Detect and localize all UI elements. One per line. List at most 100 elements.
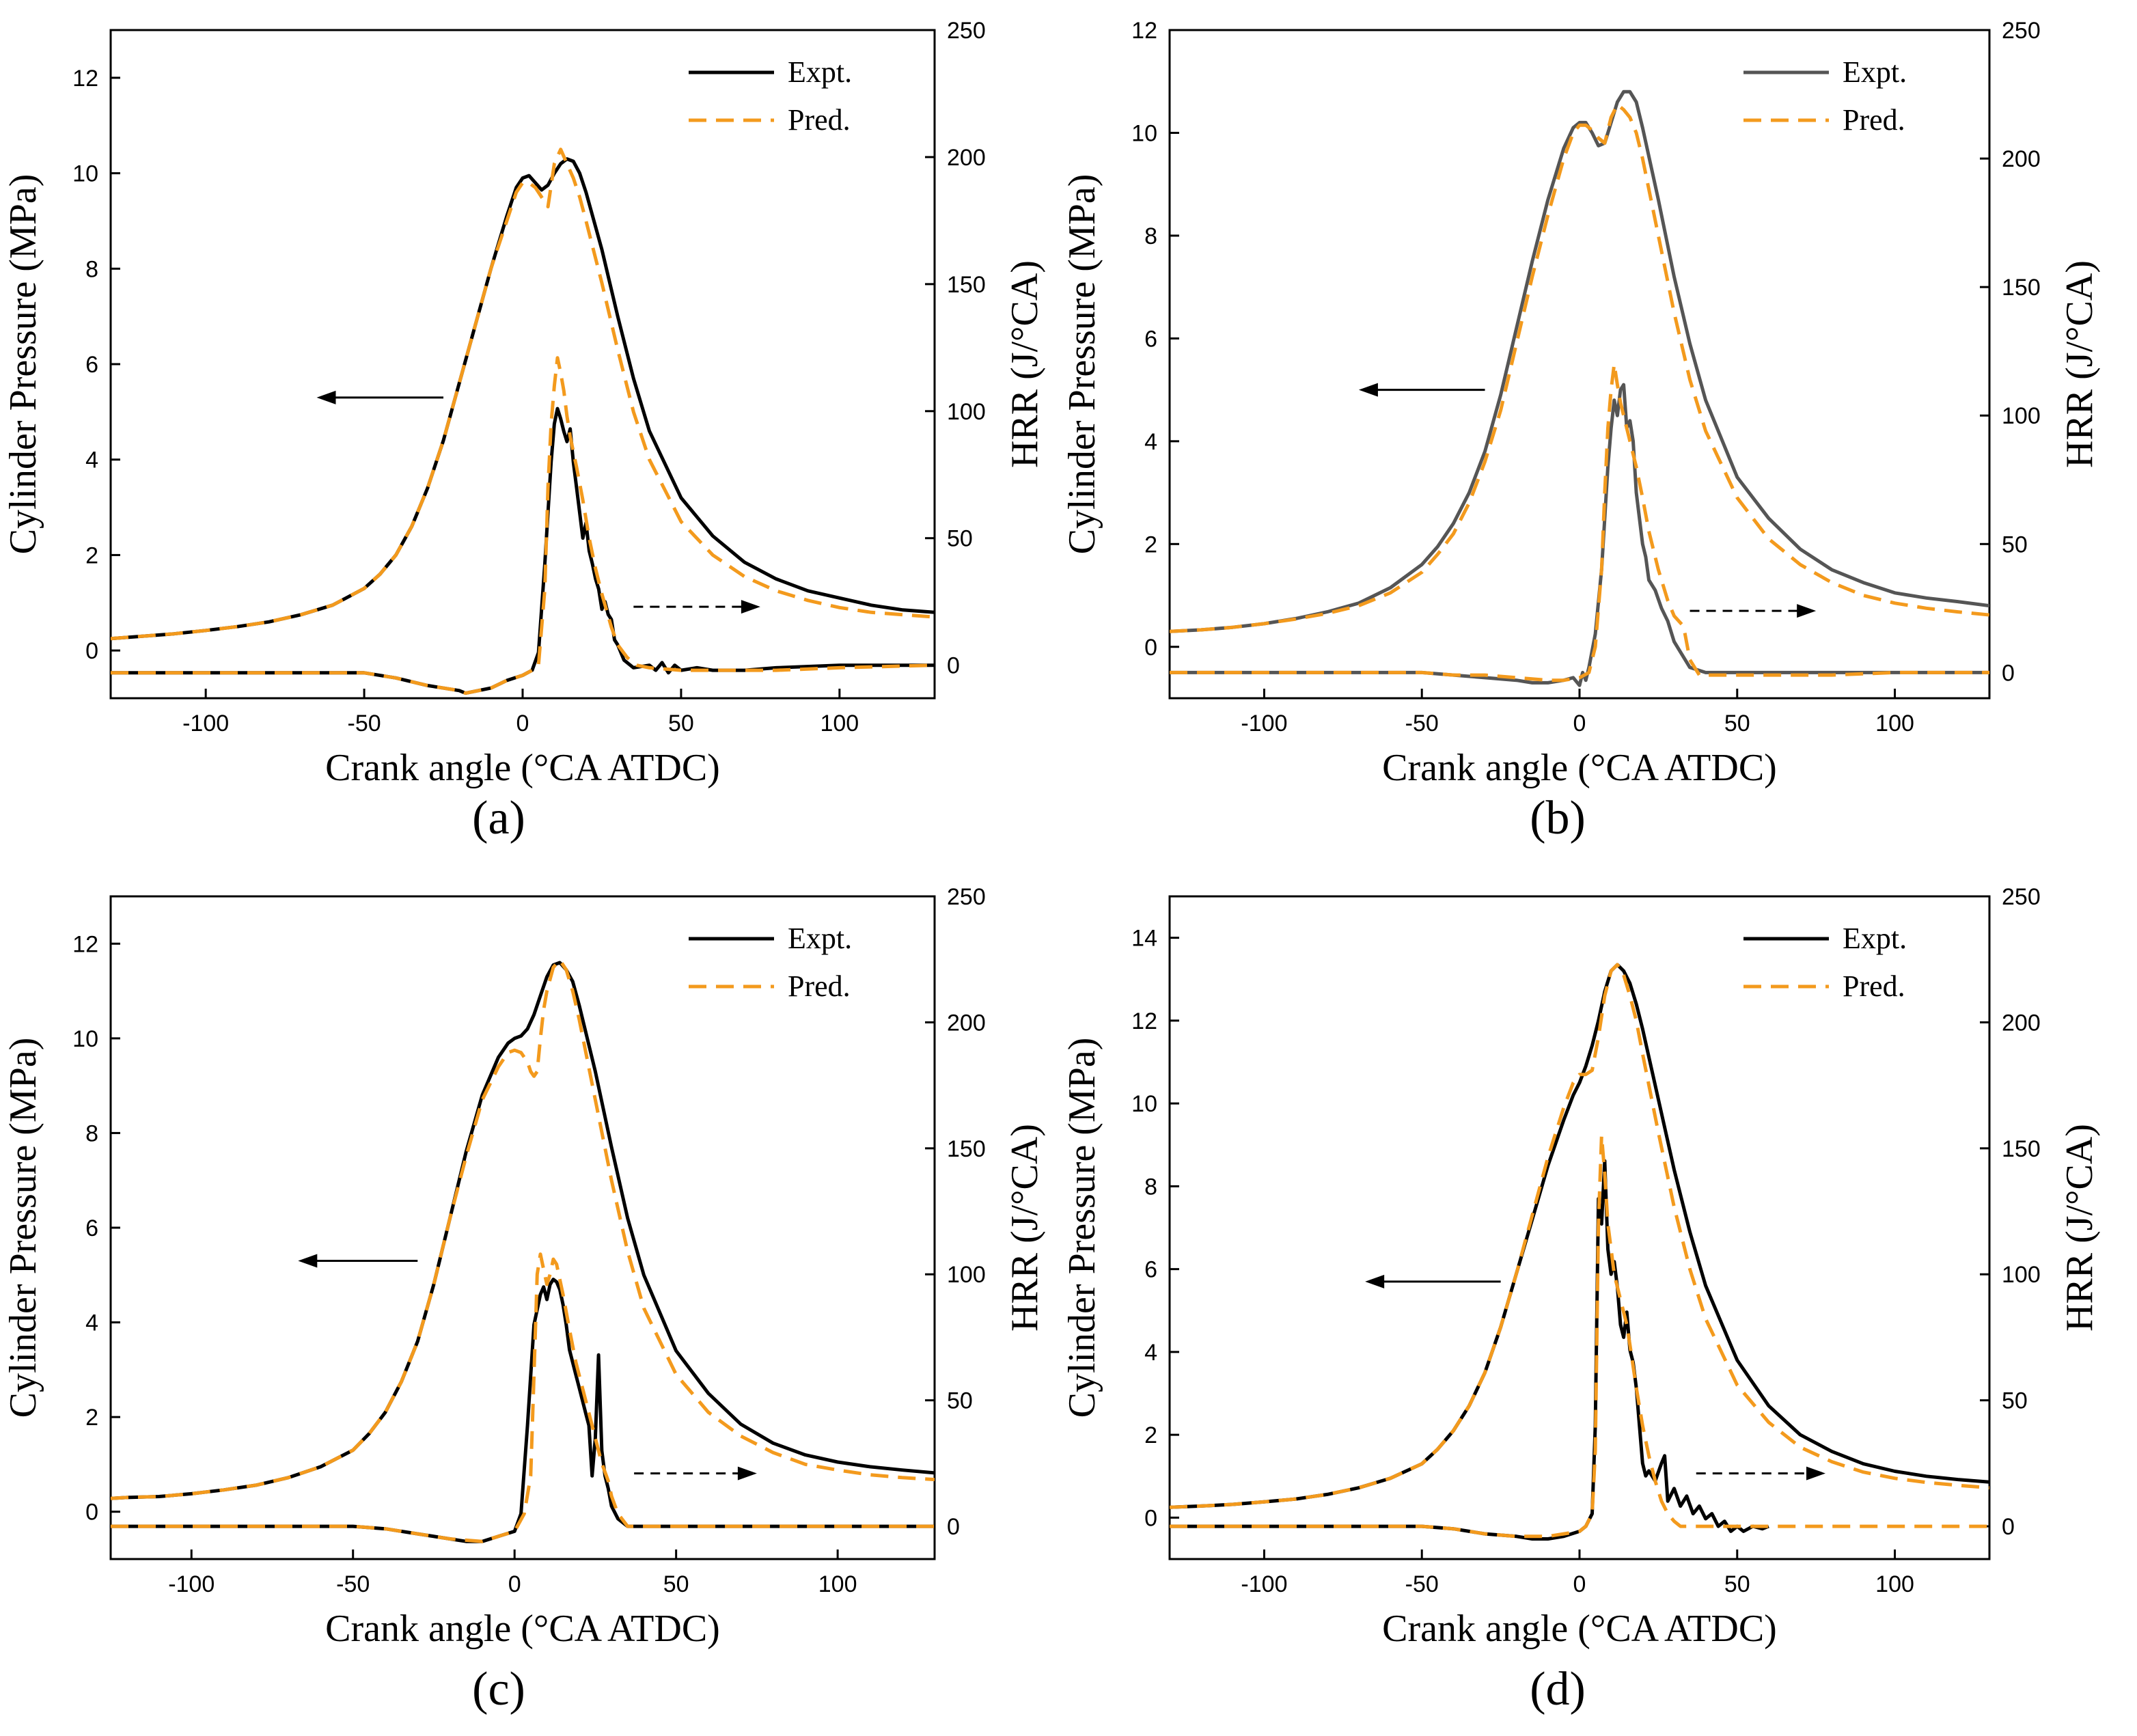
x-tick-label: 50 (668, 711, 694, 736)
series-pred-hrr (1170, 1133, 1989, 1539)
y-tick-label: 6 (1144, 326, 1157, 352)
y2-tick-label: 150 (947, 272, 986, 298)
x-tick-label: 0 (516, 711, 529, 736)
y-tick-label: 10 (72, 1026, 98, 1052)
legend-label: Expt. (788, 922, 852, 955)
panel-label: (c) (472, 1663, 525, 1716)
x-axis-label: Crank angle (°CA ATDC) (325, 747, 720, 789)
y-tick-label: 0 (1144, 635, 1157, 661)
arrow-head (1797, 604, 1817, 618)
y2-tick-label: 0 (2002, 660, 2015, 686)
y-tick-label: 2 (85, 542, 98, 568)
panel-label: (a) (472, 792, 525, 844)
legend-label: Pred. (788, 969, 851, 1003)
y2-tick-label: 200 (2002, 1010, 2041, 1036)
series-pred-pressure (1170, 102, 1989, 633)
y2-tick-label: 150 (947, 1136, 986, 1162)
y2-tick-label: 0 (947, 653, 960, 679)
series-expt-hrr (111, 1278, 935, 1543)
x-tick-label: 100 (818, 1571, 857, 1597)
y2-tick-label: 100 (2002, 403, 2041, 429)
chart-panel-d: -100 -50 0 50 100 0 2 4 6 8 10 12 14 0 50 100 150 200 250 C… (1061, 884, 2101, 1716)
series-pred-pressure (111, 148, 935, 641)
arrow-head (737, 1466, 757, 1480)
y-tick-label: 0 (1144, 1505, 1157, 1531)
chart-panel-a: -100 -50 0 50 100 0 2 4 6 8 10 12 0 50 100 150 200 250 Cra… (2, 18, 1046, 844)
x-tick-label: -50 (1405, 711, 1439, 736)
legend-label: Pred. (788, 103, 851, 137)
y-tick-label: 4 (1144, 429, 1157, 455)
x-tick-label: -50 (1405, 1571, 1439, 1597)
y-tick-label: 14 (1131, 926, 1157, 952)
y-tick-label: 12 (72, 66, 98, 92)
y-tick-label: 0 (85, 638, 98, 664)
x-tick-label: 50 (1724, 1571, 1750, 1597)
legend-label: Expt. (1843, 55, 1907, 89)
y-tick-label: 4 (85, 1310, 98, 1336)
legend-label: Expt. (1843, 922, 1907, 955)
y2-tick-label: 250 (2002, 18, 2041, 44)
x-tick-label: 50 (1724, 711, 1750, 736)
series-expt-pressure (1170, 89, 1989, 633)
x-tick-label: -100 (1241, 711, 1287, 736)
series-pred-hrr (111, 356, 935, 695)
y-tick-label: 8 (85, 1120, 98, 1146)
y-tick-label: 2 (1144, 532, 1157, 557)
x-tick-label: 100 (1875, 711, 1914, 736)
x-tick-label: -100 (1241, 1571, 1287, 1597)
y-axis-label: Cylinder Pressure (MPa) (1061, 174, 1103, 555)
y-axis-label: Cylinder Pressure (MPa) (2, 174, 44, 555)
y-tick-label: 8 (1144, 1174, 1157, 1200)
chart-panel-b: -100 -50 0 50 100 0 2 4 6 8 10 12 0 50 100 150 200 250 Cra… (1061, 18, 2101, 844)
y2-tick-label: 50 (947, 526, 973, 552)
x-tick-label: 100 (820, 711, 859, 736)
x-tick-label: 50 (663, 1571, 689, 1597)
x-tick-label: 0 (1573, 1571, 1586, 1597)
y2-axis-label: HRR (J/°CA) (1004, 1124, 1046, 1332)
y-tick-label: 8 (85, 256, 98, 282)
y2-tick-label: 100 (2002, 1262, 2041, 1288)
x-axis-label: Crank angle (°CA ATDC) (1382, 747, 1777, 789)
y-tick-label: 0 (85, 1500, 98, 1526)
x-tick-label: -50 (348, 711, 381, 736)
x-tick-label: -100 (182, 711, 229, 736)
series-pred-pressure (111, 959, 935, 1500)
y-tick-label: 4 (85, 447, 98, 473)
x-tick-label: 0 (508, 1571, 521, 1597)
y2-tick-label: 100 (947, 1262, 986, 1288)
y2-tick-label: 250 (947, 884, 986, 910)
y-tick-label: 8 (1144, 223, 1157, 249)
y2-tick-label: 250 (947, 18, 986, 44)
y2-tick-label: 50 (2002, 532, 2028, 557)
arrow-head (1358, 383, 1378, 397)
y2-tick-label: 50 (2002, 1388, 2028, 1414)
y-tick-label: 6 (85, 352, 98, 378)
panel-label: (d) (1530, 1663, 1586, 1716)
y2-axis-label: HRR (J/°CA) (1004, 260, 1046, 468)
y2-tick-label: 250 (2002, 884, 2041, 910)
y2-tick-label: 200 (947, 145, 986, 171)
series-expt-pressure (1170, 963, 1989, 1509)
y-tick-label: 10 (1131, 1091, 1157, 1117)
x-axis-label: Crank angle (°CA ATDC) (1382, 1608, 1777, 1650)
y2-tick-label: 0 (947, 1514, 960, 1540)
y2-tick-label: 150 (2002, 275, 2041, 301)
series-expt-pressure (111, 157, 935, 641)
y-tick-label: 4 (1144, 1340, 1157, 1366)
series-pred-hrr (111, 1252, 935, 1543)
y-axis-label: Cylinder Pressure (MPa) (2, 1038, 44, 1418)
series-expt-hrr (1170, 383, 1989, 687)
arrow-head (298, 1254, 318, 1268)
legend-label: Pred. (1843, 969, 1905, 1003)
series-expt-hrr (111, 407, 935, 695)
y-tick-label: 2 (85, 1405, 98, 1431)
x-tick-label: 0 (1573, 711, 1586, 736)
y-tick-label: 12 (1131, 1008, 1157, 1034)
x-tick-label: -100 (168, 1571, 215, 1597)
y-tick-label: 10 (1131, 120, 1157, 146)
y-tick-label: 12 (72, 931, 98, 957)
arrow-head (316, 390, 336, 404)
y-tick-label: 12 (1131, 18, 1157, 44)
series-expt-hrr (1170, 1159, 1769, 1541)
